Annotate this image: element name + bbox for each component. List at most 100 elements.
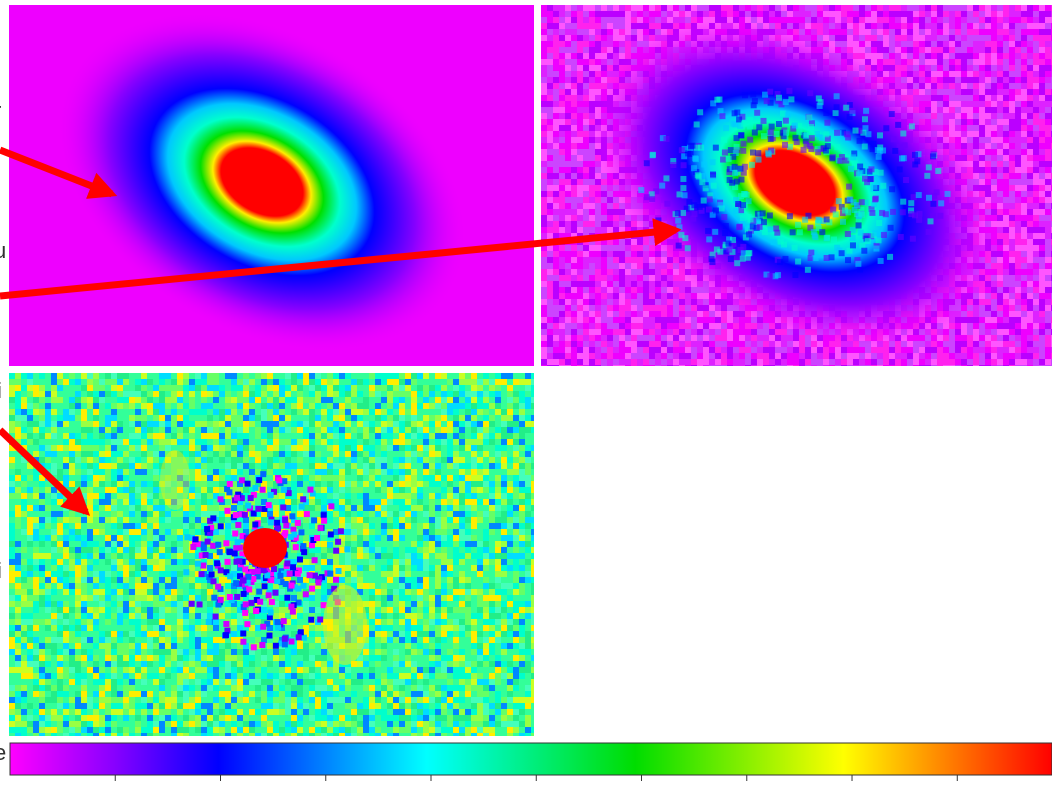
pixel bbox=[691, 305, 697, 311]
pixel bbox=[895, 41, 901, 47]
pixel bbox=[805, 11, 811, 17]
pixel bbox=[1033, 251, 1039, 257]
pixel bbox=[595, 275, 601, 281]
pixel bbox=[661, 293, 667, 299]
pixel bbox=[577, 113, 583, 119]
pixel bbox=[625, 347, 631, 353]
pixel bbox=[709, 335, 715, 341]
pixel bbox=[817, 5, 823, 11]
pixel bbox=[979, 341, 985, 347]
pixel bbox=[883, 23, 889, 29]
pixel bbox=[1033, 215, 1039, 221]
pixel bbox=[679, 317, 685, 323]
pixel bbox=[547, 89, 553, 95]
pixel bbox=[565, 53, 571, 59]
pixel bbox=[967, 23, 973, 29]
pixel bbox=[625, 311, 631, 317]
pixel bbox=[679, 323, 685, 329]
pixel bbox=[595, 203, 601, 209]
pixel bbox=[1009, 335, 1015, 341]
pixel bbox=[571, 137, 577, 143]
pixel bbox=[955, 29, 961, 35]
pixel bbox=[1021, 191, 1027, 197]
pixel bbox=[1027, 143, 1033, 149]
pixel bbox=[583, 71, 589, 77]
pixel bbox=[919, 83, 925, 89]
pixel bbox=[595, 59, 601, 65]
pixel bbox=[985, 47, 991, 53]
pixel bbox=[583, 5, 589, 11]
pixel bbox=[607, 215, 613, 221]
pixel bbox=[589, 287, 595, 293]
pixel bbox=[1027, 161, 1033, 167]
pixel bbox=[1003, 299, 1009, 305]
pixel bbox=[1009, 83, 1015, 89]
pixel bbox=[559, 191, 565, 197]
pixel bbox=[649, 323, 655, 329]
pixel bbox=[547, 233, 553, 239]
pixel bbox=[649, 11, 655, 17]
pixel bbox=[1027, 29, 1033, 35]
pixel bbox=[697, 323, 703, 329]
pixel bbox=[661, 11, 667, 17]
pixel bbox=[601, 275, 607, 281]
pixel bbox=[745, 329, 751, 335]
pixel bbox=[553, 347, 559, 353]
pixel bbox=[991, 155, 997, 161]
pixel bbox=[985, 71, 991, 77]
pixel bbox=[889, 11, 895, 17]
pixel bbox=[1015, 269, 1021, 275]
pixel bbox=[559, 281, 565, 287]
pixel bbox=[553, 263, 559, 269]
pixel bbox=[1003, 335, 1009, 341]
pixel bbox=[997, 65, 1003, 71]
pixel bbox=[541, 317, 547, 323]
pixel bbox=[577, 77, 583, 83]
pixel bbox=[979, 155, 985, 161]
pixel bbox=[583, 107, 589, 113]
pixel bbox=[949, 113, 955, 119]
pixel bbox=[1033, 59, 1039, 65]
pixel bbox=[547, 293, 553, 299]
pixel bbox=[1045, 41, 1051, 47]
pixel bbox=[937, 347, 943, 353]
pixel bbox=[847, 35, 853, 41]
pixel bbox=[553, 47, 559, 53]
pixel bbox=[1033, 137, 1039, 143]
pixel bbox=[949, 71, 955, 77]
pixel bbox=[589, 299, 595, 305]
pixel bbox=[583, 29, 589, 35]
pixel bbox=[613, 275, 619, 281]
pixel bbox=[643, 257, 649, 263]
pixel bbox=[787, 5, 793, 11]
pixel bbox=[637, 275, 643, 281]
pixel bbox=[979, 311, 985, 317]
pixel bbox=[595, 65, 601, 71]
pixel bbox=[1021, 179, 1027, 185]
pixel bbox=[637, 257, 643, 263]
pixel bbox=[547, 167, 553, 173]
pixel bbox=[913, 47, 919, 53]
pixel bbox=[565, 161, 571, 167]
pixel bbox=[1039, 149, 1045, 155]
pixel bbox=[1033, 311, 1039, 317]
pixel bbox=[1033, 257, 1039, 263]
pixel bbox=[991, 335, 997, 341]
pixel bbox=[931, 347, 937, 353]
pixel bbox=[1027, 263, 1033, 269]
pixel bbox=[997, 245, 1003, 251]
pixel bbox=[601, 329, 607, 335]
pixel bbox=[979, 23, 985, 29]
pixel bbox=[547, 287, 553, 293]
pixel bbox=[961, 41, 967, 47]
pixel bbox=[607, 317, 613, 323]
pixel bbox=[541, 263, 547, 269]
pixel bbox=[1021, 143, 1027, 149]
pixel bbox=[1021, 329, 1027, 335]
pixel bbox=[967, 137, 973, 143]
pixel bbox=[919, 23, 925, 29]
pixel bbox=[1033, 29, 1039, 35]
pixel bbox=[1039, 293, 1045, 299]
pixel bbox=[955, 323, 961, 329]
pixel bbox=[1027, 299, 1033, 305]
